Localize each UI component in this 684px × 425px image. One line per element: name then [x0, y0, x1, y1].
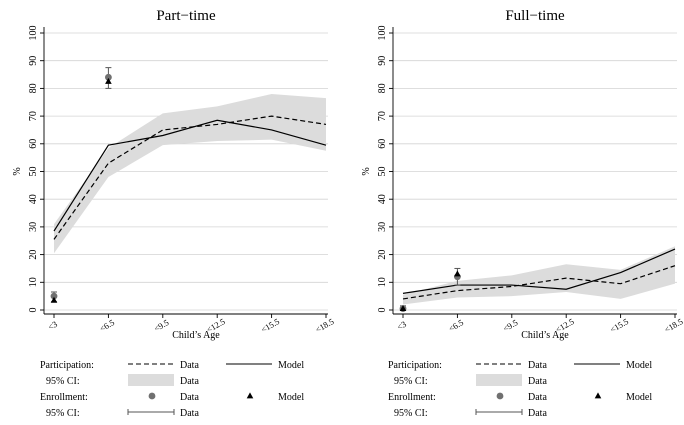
enrollment-data-point	[105, 73, 112, 81]
legend-participation-label: Participation:	[388, 360, 442, 371]
y-tick-label: 10	[28, 277, 39, 287]
y-tick-label: 10	[377, 277, 388, 287]
legend-ci-label: 95% CI:	[394, 408, 428, 419]
x-tick-label: <6.5	[98, 317, 116, 333]
legend-data-text: Data	[528, 376, 547, 387]
chart-title: Part−time	[156, 8, 216, 24]
chart-panel-1: Part−time 0 10 20 30 40 50 60 70 80 90 100% <3 <6.5 <9…	[12, 8, 336, 419]
y-tick-label: 0	[28, 308, 39, 313]
y-tick-label: 90	[28, 56, 39, 66]
y-axis-label: %	[361, 167, 372, 175]
legend-dot-marker	[148, 392, 156, 400]
y-tick-label: 0	[377, 308, 388, 313]
y-tick-label: 60	[28, 139, 39, 149]
x-tick-label: <18.5	[313, 316, 335, 334]
y-tick-label: 90	[377, 56, 388, 66]
legend-enrollment-label: Enrollment:	[40, 392, 88, 403]
x-tick-label: <15.5	[608, 316, 630, 334]
y-axis-label: %	[12, 167, 23, 175]
y-tick-label: 50	[28, 167, 39, 177]
x-axis-label: Child’s Age	[172, 330, 220, 341]
y-tick-label: 30	[28, 222, 39, 232]
x-tick-label: <15.5	[259, 316, 281, 334]
legend: Participation: Data Model 95% CI: Data Enroll…	[388, 360, 652, 419]
legend-ci-label: 95% CI:	[46, 408, 80, 419]
legend-data-text: Data	[528, 392, 547, 403]
enrollment-model-point	[454, 270, 461, 277]
participation-data-line	[402, 265, 676, 300]
x-tick-label: <3	[395, 319, 408, 332]
y-tick-label: 40	[28, 194, 39, 204]
legend-ci-band-swatch	[476, 374, 522, 386]
x-tick-label: <6.5	[447, 317, 465, 333]
participation-data-line	[53, 115, 327, 240]
x-tick-label: <3	[46, 319, 59, 332]
participation-model-line	[402, 248, 676, 294]
chart-panel-2: Full−time 0 10 20 30 40 50 60 70 80 90 100% <3 <6.5 <9…	[361, 8, 684, 419]
x-tick-label: <9.5	[152, 317, 170, 333]
y-tick-label: 100	[28, 26, 39, 41]
ci-band	[403, 246, 675, 305]
legend-triangle-marker	[594, 392, 602, 399]
legend-ci-label: 95% CI:	[394, 376, 428, 387]
enrollment-model-point	[50, 296, 58, 303]
legend-ci-band-swatch	[128, 374, 174, 386]
y-tick-label: 70	[377, 111, 388, 121]
y-tick-label: 30	[377, 222, 388, 232]
y-tick-label: 20	[377, 250, 388, 260]
y-tick-label: 50	[377, 167, 388, 177]
enrollment-model-point	[399, 305, 407, 312]
chart-title: Full−time	[505, 8, 565, 24]
enrollment-model-point	[105, 77, 112, 84]
ci-band	[54, 93, 326, 254]
y-tick-label: 70	[28, 111, 39, 121]
participation-model-line	[53, 119, 327, 232]
y-tick-label: 80	[377, 83, 388, 93]
legend-data-text: Data	[180, 360, 199, 371]
legend-data-text: Data	[180, 376, 199, 387]
legend-model-text: Model	[626, 392, 652, 403]
enrollment-data-point	[50, 292, 58, 300]
legend: Participation: Data Model 95% CI: Data Enroll…	[40, 360, 304, 419]
legend-model-text: Model	[278, 392, 304, 403]
y-tick-label: 100	[377, 26, 388, 41]
legend-data-text: Data	[180, 408, 199, 419]
y-tick-label: 40	[377, 194, 388, 204]
legend-model-text: Model	[278, 360, 304, 371]
legend-data-text: Data	[528, 408, 547, 419]
x-axis-label: Child’s Age	[521, 330, 569, 341]
legend-data-text: Data	[528, 360, 547, 371]
legend-enrollment-label: Enrollment:	[388, 392, 436, 403]
legend-participation-label: Participation:	[40, 360, 94, 371]
x-tick-label: <9.5	[501, 317, 519, 333]
legend-data-text: Data	[180, 392, 199, 403]
y-tick-label: 60	[377, 139, 388, 149]
y-tick-label: 80	[28, 83, 39, 93]
legend-triangle-marker	[246, 392, 254, 399]
legend-ci-label: 95% CI:	[46, 376, 80, 387]
legend-model-text: Model	[626, 360, 652, 371]
x-tick-label: <18.5	[662, 316, 684, 334]
y-tick-label: 20	[28, 250, 39, 260]
legend-dot-marker	[496, 392, 504, 400]
